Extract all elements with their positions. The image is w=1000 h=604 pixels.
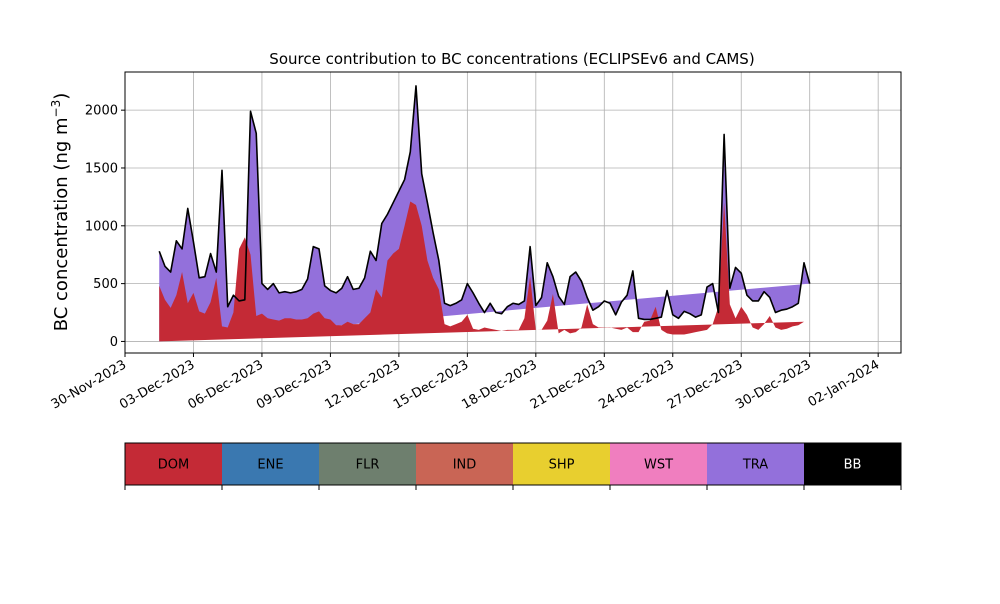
y-tick-label: 0 xyxy=(110,335,118,350)
y-tick-label: 1500 xyxy=(85,161,118,176)
legend-label-shp: SHP xyxy=(549,458,575,473)
x-tick-label: 21-Dec-2023 xyxy=(528,357,608,412)
y-axis-label: BC concentration (ng m−3) xyxy=(49,93,72,332)
area-tra xyxy=(159,85,810,342)
y-axis-label-main: BC concentration (ng m xyxy=(51,117,72,331)
area-dom xyxy=(159,201,804,342)
legend-swatch-flr xyxy=(319,443,416,485)
legend-swatch-ind xyxy=(416,443,513,485)
y-axis-label-exponent: −3 xyxy=(49,100,63,118)
legend-colorbar: DOM ENE FLR IND SHP WST TRA BB xyxy=(124,442,902,490)
x-tick-label: 30-Nov-2023 xyxy=(49,357,129,412)
x-tick-label: 06-Dec-2023 xyxy=(186,357,266,412)
legend-label-bb: BB xyxy=(844,458,862,473)
legend-swatch-shp xyxy=(513,443,610,485)
x-tick-label: 03-Dec-2023 xyxy=(117,357,197,412)
legend-swatch-ene xyxy=(222,443,319,485)
y-axis-label-close: ) xyxy=(51,93,72,100)
y-tick-label: 500 xyxy=(93,277,118,292)
legend-label-tra: TRA xyxy=(742,458,768,473)
x-tick-label: 15-Dec-2023 xyxy=(391,357,471,412)
y-tick-label: 2000 xyxy=(85,104,118,119)
stacked-areas xyxy=(159,85,810,342)
legend-label-flr: FLR xyxy=(356,458,380,473)
x-tick-label: 30-Dec-2023 xyxy=(733,357,813,412)
x-tick-label: 02-Jan-2024 xyxy=(806,357,883,410)
legend-label-wst: WST xyxy=(644,458,673,473)
total-line xyxy=(158,85,811,321)
legend-swatch-wst xyxy=(610,443,707,485)
x-tick-label: 27-Dec-2023 xyxy=(665,357,745,412)
y-axis-ticks: 0 500 1000 1500 2000 xyxy=(85,104,125,350)
x-tick-label: 09-Dec-2023 xyxy=(254,357,334,412)
legend-swatch-dom xyxy=(125,443,222,485)
x-axis-ticks: 30-Nov-202303-Dec-202306-Dec-202309-Dec-… xyxy=(49,353,882,413)
x-tick-label: 18-Dec-2023 xyxy=(459,357,539,412)
legend-label-ene: ENE xyxy=(257,458,283,473)
x-tick-label: 24-Dec-2023 xyxy=(596,357,676,412)
y-tick-label: 1000 xyxy=(85,219,118,234)
legend-swatch-bb xyxy=(804,443,901,485)
legend-label-dom: DOM xyxy=(158,458,189,473)
legend-label-ind: IND xyxy=(453,458,477,473)
plot-area-frame xyxy=(124,71,902,354)
legend-swatch-tra xyxy=(707,443,804,485)
total-line-layer xyxy=(158,85,811,321)
x-tick-label: 12-Dec-2023 xyxy=(322,357,402,412)
chart-title: Source contribution to BC concentrations… xyxy=(269,50,754,68)
legend-frame xyxy=(124,442,902,486)
